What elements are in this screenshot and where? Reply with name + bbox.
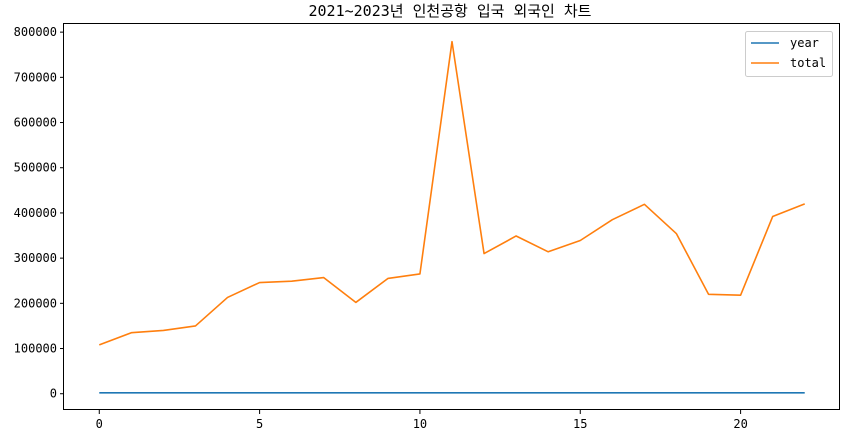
y-tick-label: 300000 [14,251,57,265]
x-tick-label: 5 [256,417,263,431]
y-tick-label: 200000 [14,296,57,310]
y-tick-label: 400000 [14,206,57,220]
y-tick-label: 0 [50,387,57,401]
y-tick-label: 100000 [14,342,57,356]
x-tick-label: 10 [413,417,427,431]
y-tick-label: 500000 [14,161,57,175]
x-tick-label: 15 [573,417,587,431]
y-tick-label: 700000 [14,70,57,84]
legend: year total [745,31,833,77]
axis-layer: 0 5 10 15 20 0 100000 200000 300000 400000 500000 6… [14,25,748,431]
chart-title: 2021~2023년 인천공항 입국 외국인 차트 [308,2,591,20]
series-line-total [98,40,806,346]
x-tick-label: 20 [733,417,747,431]
x-tick-label: 0 [96,417,103,431]
plot-frame [63,23,840,410]
series-layer [98,40,806,394]
legend-label-year: year [790,36,819,50]
y-tick-label: 800000 [14,25,57,39]
legend-label-total: total [790,56,826,70]
y-tick-label: 600000 [14,116,57,130]
